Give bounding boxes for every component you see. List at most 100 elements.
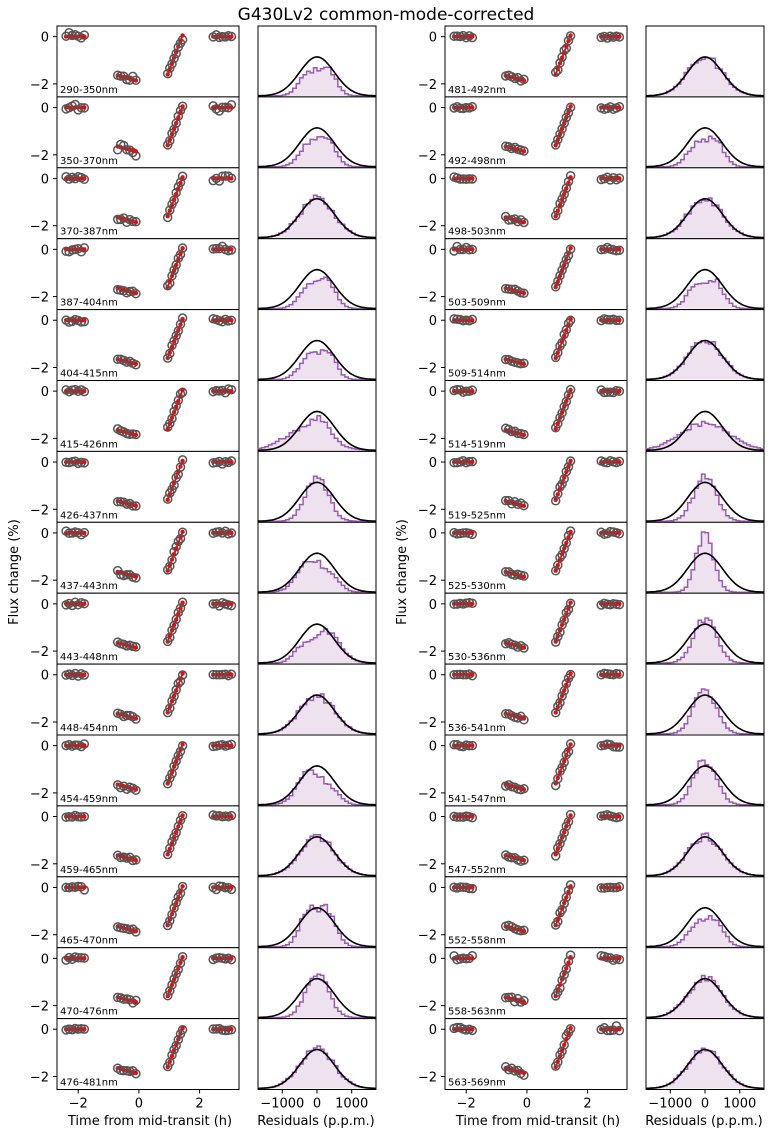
wavelength-bin-label: 370-387nm (60, 227, 118, 238)
y-tick-label: −2 (30, 645, 49, 660)
model-point (169, 273, 175, 279)
model-point (82, 34, 87, 39)
gaussian-fit (257, 906, 377, 948)
data-point (165, 561, 175, 571)
lightcurve-panel: 0 −2 481-492nm (418, 25, 628, 98)
y-tick-label: 0 (429, 314, 437, 329)
y-tick-label: 0 (41, 314, 49, 329)
y-tick-label: 0 (429, 881, 437, 896)
histogram-bars (258, 276, 376, 310)
histogram-fill (646, 689, 764, 734)
model-point (133, 432, 139, 438)
histogram-fill (258, 67, 376, 96)
y-tick-label: 0 (429, 598, 437, 613)
residual-histogram-panel (645, 167, 765, 240)
data-point (614, 456, 625, 467)
histogram-fill (258, 904, 376, 947)
y-tick-label: −2 (30, 1000, 49, 1015)
model-point (564, 1037, 569, 1042)
model-point (521, 78, 527, 83)
data-point (79, 103, 90, 113)
data-point (173, 536, 184, 547)
histogram-bars (646, 531, 764, 593)
data-point (519, 288, 529, 299)
data-point (557, 479, 567, 489)
data-point (169, 265, 179, 275)
lightcurve-panel: 0 −2 558-563nm (418, 947, 628, 1020)
residual-histogram-panel (645, 521, 765, 594)
wavelength-bin-label: 415-426nm (60, 439, 118, 450)
model-point (174, 191, 179, 197)
y-tick-label: 0 (41, 243, 49, 258)
model-point (82, 1027, 87, 1032)
data-point (555, 270, 565, 281)
histogram-fill (258, 277, 376, 309)
residual-histogram-panel (645, 238, 765, 311)
lightcurve-panel: 0 −2 536-541nm (418, 663, 628, 736)
model-point (568, 246, 573, 251)
model-point (133, 999, 139, 1005)
residual-histogram-panel (645, 663, 765, 736)
histogram-fill (646, 421, 764, 451)
histogram-fill (646, 760, 764, 805)
y-tick-label: 0 (41, 527, 49, 542)
model-point (566, 747, 571, 753)
histogram-fill (258, 1046, 376, 1089)
data-point (169, 336, 179, 346)
model-point (82, 814, 87, 819)
y-tick-label: 0 (41, 811, 49, 826)
model-point (229, 318, 234, 323)
data-point (131, 75, 141, 85)
model-point (617, 814, 622, 819)
model-point (133, 716, 139, 721)
model-point (176, 824, 181, 829)
gaussian-fit (257, 126, 377, 168)
histogram-bars (646, 759, 764, 806)
y-tick-label: −2 (418, 220, 437, 235)
model-point (555, 208, 560, 213)
y-tick-label: 0 (41, 1023, 49, 1038)
panel-grid: 0 −2 290-350nm 0 −2 350-370nm 0 −2 370-387nm 0 −2 3… (30, 25, 765, 1112)
model-point (165, 497, 170, 502)
residual-histogram-panel (645, 947, 765, 1020)
model-point (564, 398, 569, 404)
data-point (519, 783, 529, 794)
residual-histogram-panel (257, 663, 377, 736)
model-point (176, 328, 181, 333)
hist-x-tick-label: 1000 (335, 1097, 368, 1112)
data-point (559, 189, 569, 200)
residual-histogram-panel (645, 734, 765, 807)
data-point (467, 102, 478, 112)
x-tick-label: −2 (457, 1097, 476, 1112)
residual-histogram-panel (257, 521, 377, 594)
model-point (562, 191, 567, 197)
model-point (566, 180, 571, 185)
lightcurve-panel: 0 −2 426-437nm (30, 450, 240, 523)
data-point (557, 194, 567, 204)
data-point (226, 456, 237, 466)
model-point (169, 982, 175, 988)
y-tick-label: 0 (41, 598, 49, 613)
model-point (617, 1027, 622, 1032)
model-point (133, 787, 139, 792)
data-point (167, 59, 177, 69)
data-point (519, 571, 529, 581)
histogram-fill (646, 618, 764, 664)
model-point (521, 929, 527, 934)
model-point (229, 1027, 234, 1032)
data-point (177, 951, 188, 962)
residual-histogram-panel (257, 876, 377, 949)
data-point (171, 401, 181, 411)
model-point (564, 186, 569, 191)
data-point (467, 883, 478, 894)
wavelength-bin-label: 552-558nm (448, 936, 506, 947)
data-point (519, 500, 529, 511)
histogram-bars (258, 973, 376, 1019)
model-point (470, 814, 475, 819)
hist-x-tick-label: −1000 (648, 1097, 692, 1112)
data-point (177, 455, 188, 465)
model-point (82, 530, 87, 536)
y-tick-label: −2 (30, 787, 49, 802)
model-point (555, 775, 560, 781)
data-point (162, 68, 173, 79)
